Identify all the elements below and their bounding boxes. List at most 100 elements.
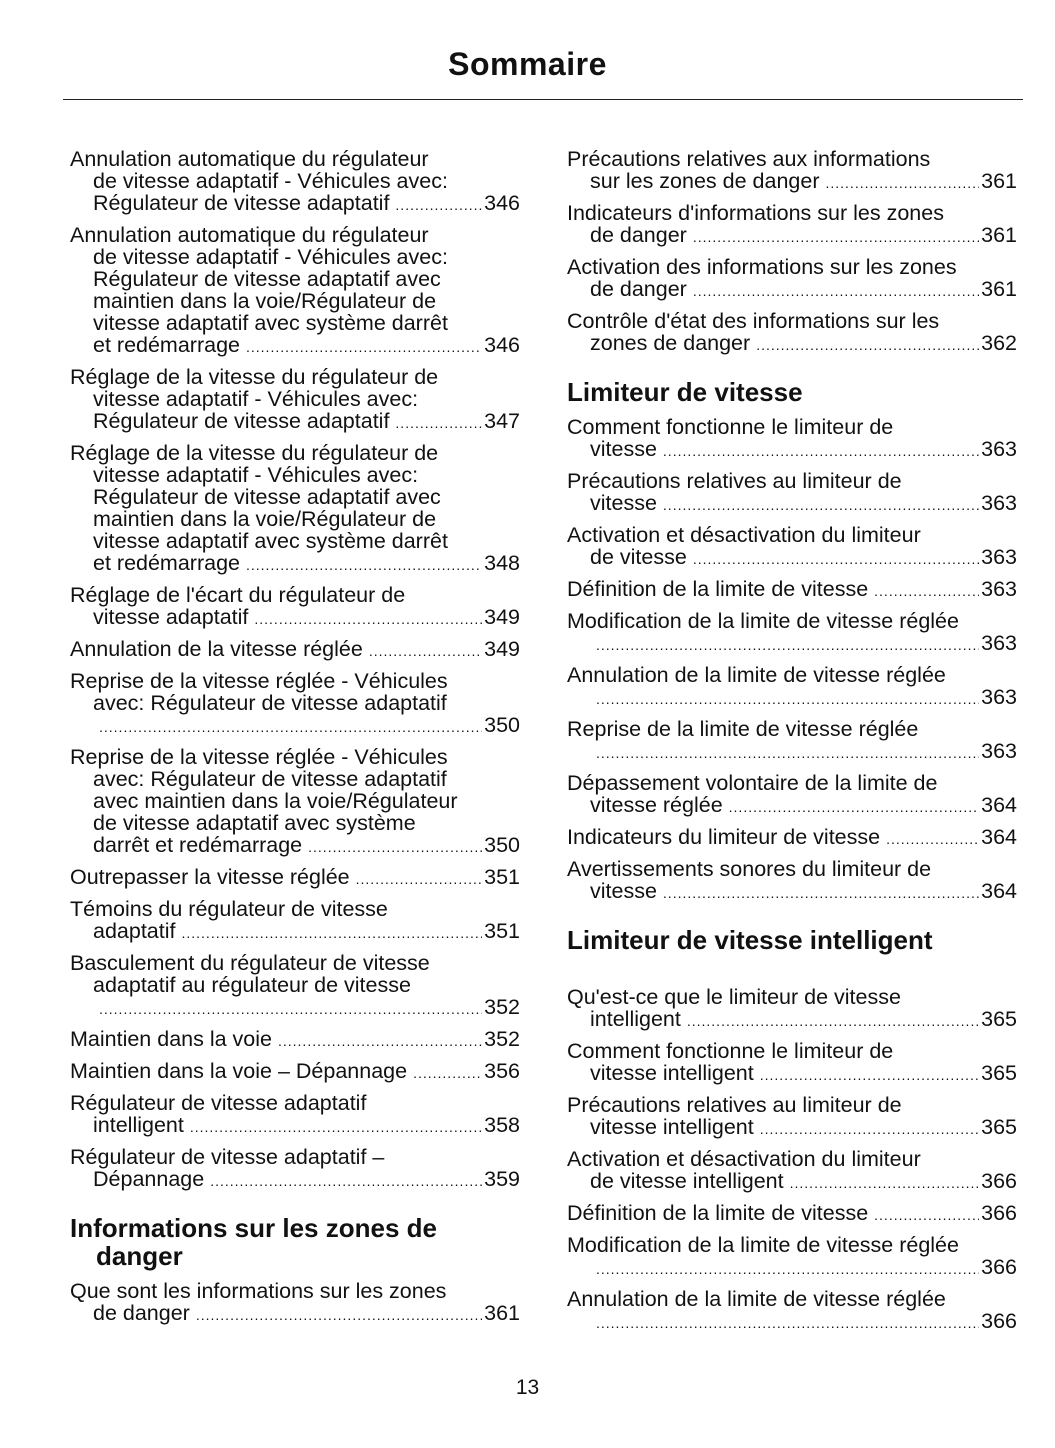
toc-entry[interactable]: Modification de la limite de vitesse rég… — [567, 1234, 1017, 1280]
toc-entry[interactable]: Indicateurs du limiteur de vitesse 364 — [567, 826, 1017, 850]
toc-entry-line: Réglage de la vitesse du régulateur de — [70, 365, 439, 389]
toc-page-number[interactable]: 361 — [484, 1301, 520, 1325]
toc-entry[interactable]: Régulateur de vitesse adaptatif – Dépanna… — [70, 1146, 520, 1192]
toc-page-number[interactable]: 356 — [484, 1059, 520, 1083]
toc-entry[interactable]: Comment fonctionne le limiteur de vitesse… — [567, 416, 1017, 462]
toc-page-number[interactable]: 366 — [981, 1309, 1017, 1333]
toc-entry[interactable]: Réglage de la vitesse du régulateur de vi… — [70, 366, 520, 434]
dot-leader — [356, 868, 482, 890]
toc-page-number[interactable]: 366 — [981, 1201, 1017, 1225]
toc-page-number[interactable]: 363 — [981, 685, 1017, 709]
toc-page-number[interactable]: 365 — [981, 1061, 1017, 1085]
toc-entry[interactable]: Annulation automatique du régulateur de v… — [70, 148, 520, 216]
toc-page-number[interactable]: 366 — [981, 1169, 1017, 1193]
toc-entry[interactable]: Activation et désactivation du limiteur d… — [567, 524, 1017, 570]
dot-leader — [825, 172, 979, 194]
toc-entry-text: de vitesse — [590, 545, 687, 569]
toc-page-number[interactable]: 350 — [484, 833, 520, 857]
toc-entry[interactable]: Qu'est-ce que le limiteur de vitesse inte… — [567, 986, 1017, 1032]
toc-page-number[interactable]: 361 — [981, 169, 1017, 193]
toc-entry[interactable]: Maintien dans la voie – Dépannage 356 — [70, 1060, 520, 1084]
toc-page-number[interactable]: 361 — [981, 223, 1017, 247]
toc-entry[interactable]: Maintien dans la voie 352 — [70, 1028, 520, 1052]
section-heading-line: Limiteur de vitesse — [567, 377, 803, 407]
toc-entry[interactable]: Modification de la limite de vitesse rég… — [567, 610, 1017, 656]
toc-entry[interactable]: Précautions relatives aux informations su… — [567, 148, 1017, 194]
toc-page-number[interactable]: 364 — [981, 825, 1017, 849]
toc-entry[interactable]: Précautions relatives au limiteur de vite… — [567, 470, 1017, 516]
toc-entry[interactable]: Outrepasser la vitesse réglée 351 — [70, 866, 520, 890]
toc-page-number[interactable]: 363 — [981, 491, 1017, 515]
toc-page-number[interactable]: 363 — [981, 631, 1017, 655]
section-heading-line: Limiteur de vitesse intelligent — [567, 925, 933, 955]
toc-entry-line: Réglage de l'écart du régulateur de — [70, 583, 406, 607]
toc-page-number[interactable]: 365 — [981, 1007, 1017, 1031]
toc-entry[interactable]: Comment fonctionne le limiteur de vitesse… — [567, 1040, 1017, 1086]
toc-entry[interactable]: Définition de la limite de vitesse 363 — [567, 578, 1017, 602]
toc-entry-last-line: darrêt et redémarrage 350 — [70, 834, 520, 858]
toc-entry[interactable]: Réglage de la vitesse du régulateur de vi… — [70, 442, 520, 576]
toc-entry[interactable]: Activation des informations sur les zone… — [567, 256, 1017, 302]
toc-entry[interactable]: Basculement du régulateur de vitesse adap… — [70, 952, 520, 1020]
toc-entry-text: Définition de la limite de vitesse — [567, 1201, 869, 1225]
toc-entry[interactable]: Régulateur de vitesse adaptatif intellige… — [70, 1092, 520, 1138]
toc-entry[interactable]: Reprise de la vitesse réglée - Véhicules… — [70, 670, 520, 738]
toc-page-number[interactable]: 366 — [981, 1255, 1017, 1279]
toc-page-number[interactable]: 358 — [484, 1113, 520, 1137]
toc-page-number[interactable]: 364 — [981, 793, 1017, 817]
toc-page-number[interactable]: 346 — [484, 191, 520, 215]
toc-page-number[interactable]: 350 — [484, 713, 520, 737]
toc-entry-last-line: intelligent 365 — [567, 1008, 1017, 1032]
toc-entry[interactable]: Indicateurs d'informations sur les zones… — [567, 202, 1017, 248]
toc-entry[interactable]: Précautions relatives au limiteur de vite… — [567, 1094, 1017, 1140]
toc-entry[interactable]: Contrôle d'état des informations sur les… — [567, 310, 1017, 356]
toc-page-number[interactable]: 363 — [981, 739, 1017, 763]
toc-page-number[interactable]: 362 — [981, 331, 1017, 355]
toc-entry[interactable]: Dépassement volontaire de la limite de vi… — [567, 772, 1017, 818]
toc-page-number[interactable]: 352 — [484, 995, 520, 1019]
toc-entry-text: Dépannage — [93, 1167, 205, 1191]
toc-page-number[interactable]: 364 — [981, 879, 1017, 903]
toc-page-number[interactable]: 352 — [484, 1027, 520, 1051]
section-heading: Limiteur de vitesse — [567, 378, 1017, 406]
toc-page-number[interactable]: 359 — [484, 1167, 520, 1191]
toc-page-number[interactable]: 361 — [981, 277, 1017, 301]
toc-entry[interactable]: Que sont les informations sur les zones d… — [70, 1280, 520, 1326]
toc-entry[interactable]: Définition de la limite de vitesse 366 — [567, 1202, 1017, 1226]
toc-entry[interactable]: Réglage de l'écart du régulateur de vites… — [70, 584, 520, 630]
toc-entry-last-line: Définition de la limite de vitesse 366 — [567, 1202, 1017, 1226]
toc-entry-last-line: Annulation de la vitesse réglée 349 — [70, 638, 520, 662]
toc-entry[interactable]: Reprise de la vitesse réglée - Véhicules… — [70, 746, 520, 858]
dot-leader — [874, 580, 979, 602]
toc-entry[interactable]: Témoins du régulateur de vitesse adaptati… — [70, 898, 520, 944]
dot-leader — [308, 836, 482, 858]
toc-entry-last-line: 363 — [567, 632, 1017, 656]
toc-entry[interactable]: Annulation de la vitesse réglée 349 — [70, 638, 520, 662]
toc-entry-text: Régulateur de vitesse adaptatif — [93, 191, 390, 215]
toc-page-number[interactable]: 347 — [484, 409, 520, 433]
toc-page-number[interactable]: 346 — [484, 333, 520, 357]
toc-page-number[interactable]: 349 — [484, 605, 520, 629]
toc-entry[interactable]: Annulation de la limite de vitesse réglé… — [567, 1288, 1017, 1334]
toc-entry[interactable]: Annulation automatique du régulateur de v… — [70, 224, 520, 358]
toc-page-number[interactable]: 365 — [981, 1115, 1017, 1139]
toc-entry-text: vitesse — [590, 879, 657, 903]
toc-page-number[interactable]: 349 — [484, 637, 520, 661]
toc-page-number[interactable]: 351 — [484, 865, 520, 889]
dot-leader — [596, 688, 979, 710]
toc-page-number[interactable]: 348 — [484, 551, 520, 575]
toc-page-number[interactable]: 363 — [981, 437, 1017, 461]
toc-entry-last-line: de vitesse intelligent 366 — [567, 1170, 1017, 1194]
dot-leader — [693, 548, 979, 570]
toc-entry[interactable]: Avertissements sonores du limiteur de vit… — [567, 858, 1017, 904]
toc-entry-line: Régulateur de vitesse adaptatif avec — [93, 485, 441, 509]
toc-entry-last-line: intelligent 358 — [70, 1114, 520, 1138]
toc-page-number[interactable]: 363 — [981, 545, 1017, 569]
toc-entry[interactable]: Reprise de la limite de vitesse réglée 36… — [567, 718, 1017, 764]
section-heading-line: danger — [96, 1241, 183, 1271]
toc-entry[interactable]: Annulation de la limite de vitesse réglé… — [567, 664, 1017, 710]
dot-leader — [190, 1116, 482, 1138]
toc-entry[interactable]: Activation et désactivation du limiteur d… — [567, 1148, 1017, 1194]
toc-page-number[interactable]: 363 — [981, 577, 1017, 601]
toc-page-number[interactable]: 351 — [484, 919, 520, 943]
